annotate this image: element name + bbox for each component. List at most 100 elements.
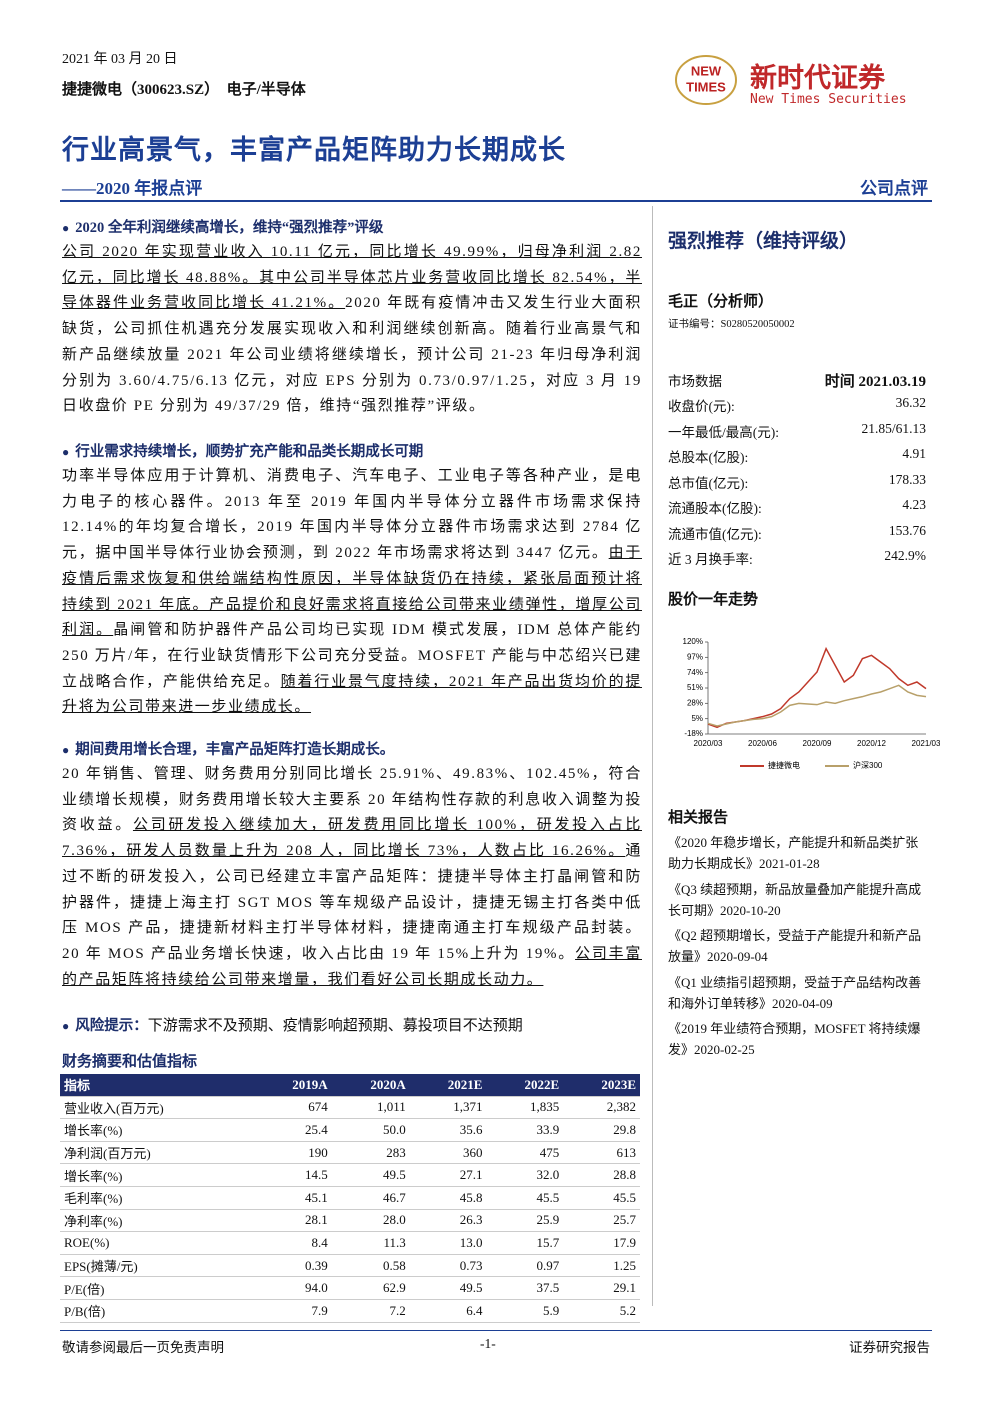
cell: ROE(%) — [60, 1231, 254, 1255]
legend-label: 捷捷微电 — [768, 760, 800, 770]
y-tick-label: 97% — [687, 652, 703, 661]
cell: 360 — [409, 1141, 487, 1165]
header-cell: 2019A — [253, 1074, 332, 1097]
cell: 1.25 — [563, 1254, 640, 1278]
cell: 29.8 — [563, 1118, 640, 1142]
cell: 674 — [253, 1096, 332, 1120]
risk-text: 下游需求不及预期、疫情影响超预期、募投项目不达预期 — [147, 1018, 523, 1034]
legend-label: 沪深300 — [853, 760, 883, 770]
rule — [60, 200, 932, 202]
related-item: 《Q2 超预期增长，受益于产能提升和新产品放量》2020-09-04 — [668, 928, 922, 964]
cell: 17.9 — [563, 1231, 640, 1255]
cell: 35.6 — [409, 1118, 487, 1142]
cell: 0.73 — [409, 1254, 487, 1278]
company-code: 捷捷微电（300623.SZ） — [62, 82, 220, 98]
cell: 49.5 — [409, 1276, 487, 1300]
cell: 0.58 — [331, 1254, 410, 1278]
section-heading: 行业需求持续增长，顺势扩充产能和品类长期成长可期 — [62, 440, 423, 461]
cert: 证书编号：S0280520050002 — [668, 319, 795, 330]
x-tick-label: 2020/12 — [857, 739, 886, 748]
table-row: 毛利率(%) 45.1 46.7 45.8 45.5 45.5 — [60, 1186, 640, 1210]
cell: 49.5 — [331, 1163, 410, 1187]
y-tick-label: 28% — [687, 698, 703, 707]
cell: 32.0 — [486, 1163, 564, 1187]
cell: 28.8 — [563, 1163, 640, 1187]
x-tick-label: 2020/09 — [803, 739, 832, 748]
cell: 7.9 — [253, 1299, 332, 1323]
cell: 增长率(%) — [60, 1118, 254, 1142]
chart-title: 股价一年走势 — [668, 592, 759, 608]
x-tick-label: 2020/06 — [748, 739, 777, 748]
market-value: 4.91 — [902, 446, 926, 461]
text-run: 功率半导体应用于计算机、消费电子、汽车电子、工业电子等各种产业，是电力电子的核心… — [62, 468, 642, 562]
table-header: 指标 2019A 2020A 2021E 2022E 2023E — [60, 1074, 640, 1097]
y-tick-label: 51% — [687, 683, 703, 692]
logo-emblem: NEW TIMES — [675, 55, 737, 105]
cell: 190 — [253, 1141, 332, 1165]
cell: 11.3 — [331, 1231, 410, 1255]
y-tick-label: 74% — [687, 668, 703, 677]
cell: 净利率(%) — [60, 1209, 254, 1233]
market-row: 总市值(亿元): 178.33 — [668, 472, 926, 492]
table-row: 净利润(百万元) 190 283 360 475 613 — [60, 1141, 640, 1165]
market-row: 总股本(亿股): 4.91 — [668, 446, 926, 466]
subtitle: ——2020 年报点评 — [62, 179, 203, 198]
paragraph: 20 年销售、管理、财务费用分别同比增长 25.91%、49.83%、102.4… — [62, 762, 642, 993]
table-row: 增长率(%) 25.4 50.0 35.6 33.9 29.8 — [60, 1118, 640, 1142]
cell: 26.3 — [409, 1209, 487, 1233]
market-value: 21.85/61.13 — [861, 420, 926, 436]
report-type: 公司点评 — [860, 179, 928, 198]
cell: 13.0 — [409, 1231, 487, 1255]
y-tick-label: 120% — [683, 637, 703, 646]
cell: 50.0 — [331, 1118, 410, 1142]
cell: 28.1 — [253, 1209, 332, 1233]
market-label: 流通市值(亿元): — [668, 526, 762, 542]
cell: 1,371 — [409, 1096, 487, 1120]
market-label: 市场数据 — [668, 374, 722, 389]
logo-word: NEW — [691, 63, 722, 78]
logo-word: TIMES — [686, 79, 726, 94]
market-row: 流通市值(亿元): 153.76 — [668, 523, 926, 543]
risk: 风险提示：下游需求不及预期、疫情影响超预期、募投项目不达预期 — [62, 1014, 523, 1035]
market-value: 36.32 — [895, 395, 926, 410]
rating: 强烈推荐（维持评级） — [668, 231, 859, 252]
text-run: 随着行业景气度持续，2021 年产品出货均价的提升将为公司带来进一步业绩成长。 — [62, 673, 642, 716]
footer-right: 证券研究报告 — [849, 1340, 930, 1355]
cell: 5.2 — [563, 1299, 640, 1323]
table-row: EPS(摊薄/元) 0.39 0.58 0.73 0.97 1.25 — [60, 1254, 640, 1278]
cell: 25.7 — [563, 1209, 640, 1233]
cell: 5.9 — [486, 1299, 564, 1323]
market-row: 流通股本(亿股): 4.23 — [668, 497, 926, 517]
section-heading: 2020 全年利润继续高增长，维持“强烈推荐”评级 — [62, 216, 383, 237]
title: 行业高景气，丰富产品矩阵助力长期成长 — [62, 135, 566, 165]
series-line — [707, 684, 927, 727]
cell: 1,835 — [486, 1096, 564, 1120]
table-row: P/B(倍) 7.9 7.2 6.4 5.9 5.2 — [60, 1299, 640, 1323]
market-label: 一年最低/最高(元): — [668, 424, 779, 440]
text-run: 公司研发投入继续加大，研发费用同比增长 100%，研发投入占比 7.36%，研发… — [62, 817, 642, 860]
cell: 净利润(百万元) — [60, 1141, 254, 1165]
cell: 14.5 — [253, 1163, 332, 1187]
cell: P/E(倍) — [60, 1276, 254, 1300]
table-row: 营业收入(百万元) 674 1,011 1,371 1,835 2,382 — [60, 1096, 640, 1120]
cell: 营业收入(百万元) — [60, 1096, 254, 1120]
header-cell: 2021E — [409, 1074, 487, 1097]
cell: 33.9 — [486, 1118, 564, 1142]
y-tick-label: -18% — [684, 729, 703, 738]
footer-left: 敬请参阅最后一页免责声明 — [62, 1340, 224, 1355]
text-run: 晶闸管和防护器件产品公司均已实现 IDM 模式发展，IDM 总体产能约 250 … — [62, 622, 642, 690]
related-item: 《Q3 续超预期，新品放量叠加产能提升高成长可期》2020-10-20 — [668, 881, 922, 918]
y-tick-label: 5% — [691, 714, 703, 723]
text-run: 20 年销售、管理、财务费用分别同比增长 25.91%、49.83%、102.4… — [62, 766, 642, 834]
x-tick-label: 2021/03 — [912, 739, 940, 748]
table-row: P/E(倍) 94.0 62.9 49.5 37.5 29.1 — [60, 1276, 640, 1300]
market-label: 收盘价(元): — [668, 399, 735, 414]
header-cell: 指标 — [60, 1074, 254, 1097]
divider — [652, 206, 653, 1306]
logo-name: 新时代证券 — [750, 63, 885, 93]
company: 捷捷微电（300623.SZ） 电子/半导体 — [62, 78, 306, 99]
footer-page: -1- — [480, 1336, 496, 1351]
text-run: 公司 2020 年实现营业收入 10.11 亿元，同比增长 49.99%，归母净… — [62, 244, 642, 312]
text-run: 公司丰富的产品矩阵将持续给公司带来增量，我们看好公司长期成长动力。 — [62, 945, 642, 988]
market-label: 总股本(亿股): — [668, 450, 749, 465]
